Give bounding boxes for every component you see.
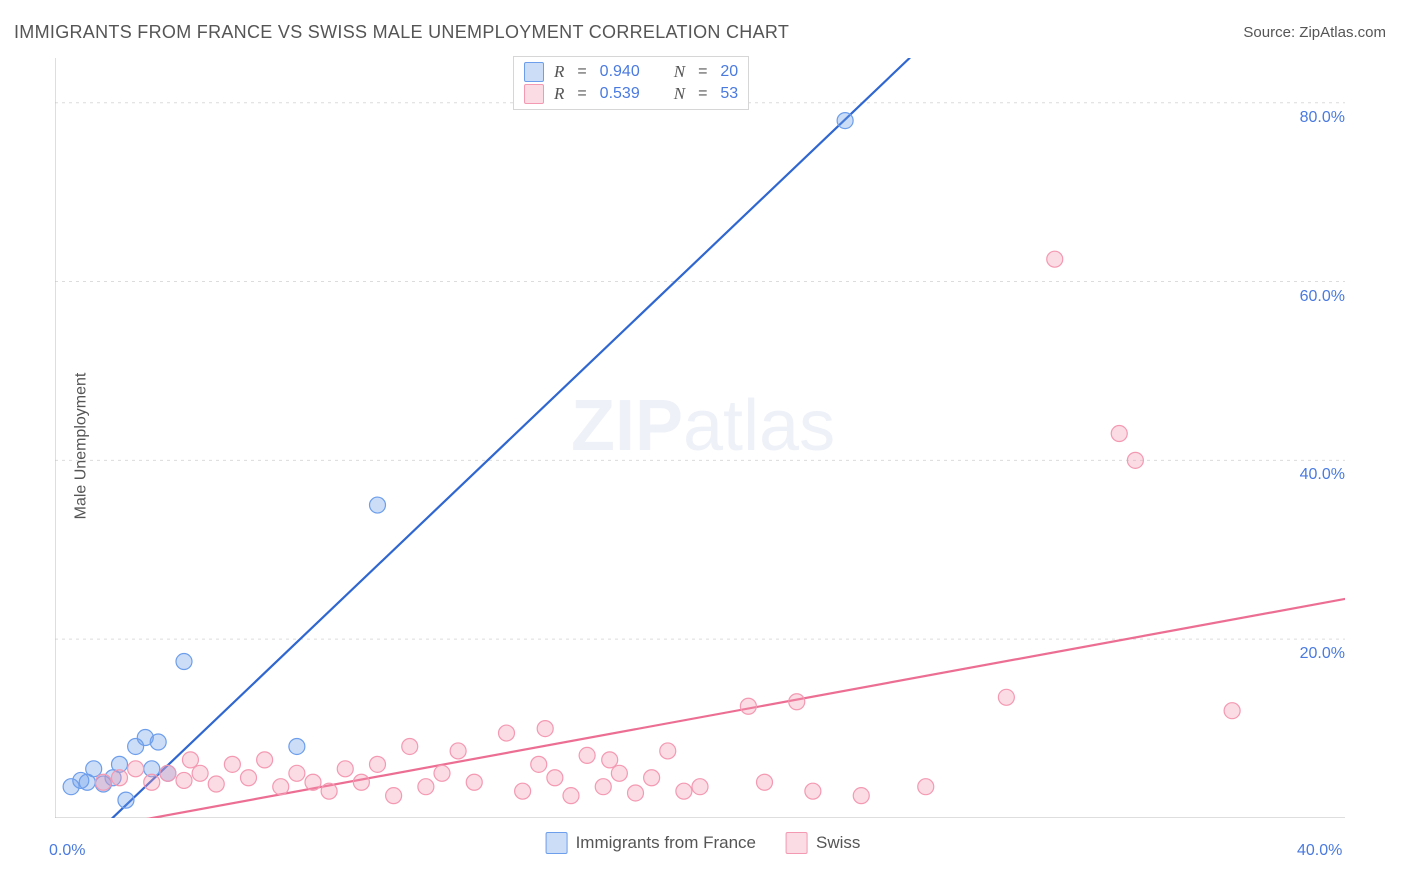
source-label: Source: xyxy=(1243,24,1295,41)
legend-r-key: R xyxy=(554,83,564,105)
legend-n-key: N xyxy=(674,83,685,105)
legend-r-value: 0.539 xyxy=(600,83,640,105)
legend-n-value: 20 xyxy=(720,61,738,83)
legend-stat-row: R=0.940N=20 xyxy=(524,61,738,83)
correlation-legend: R=0.940N=20R=0.539N=53 xyxy=(513,56,749,110)
y-tick-label: 80.0% xyxy=(1285,109,1345,127)
legend-r-key: R xyxy=(554,61,564,83)
legend-swatch xyxy=(546,832,568,854)
legend-stat-row: R=0.539N=53 xyxy=(524,83,738,105)
legend-swatch xyxy=(524,84,544,104)
x-tick-label: 0.0% xyxy=(49,842,85,860)
legend-swatch xyxy=(786,832,808,854)
legend-r-value: 0.940 xyxy=(600,61,640,83)
legend-swatch xyxy=(524,62,544,82)
y-tick-label: 20.0% xyxy=(1285,645,1345,663)
source-attribution: Source: ZipAtlas.com xyxy=(1243,24,1386,41)
source-value: ZipAtlas.com xyxy=(1299,24,1386,41)
legend-series-name: Swiss xyxy=(816,833,860,853)
legend-series-item: Immigrants from France xyxy=(546,832,756,854)
correlation-scatter-chart xyxy=(55,58,1345,818)
chart-plot-area: ZIPatlas R=0.940N=20R=0.539N=53 xyxy=(55,58,1345,818)
x-tick-label: 40.0% xyxy=(1297,842,1342,860)
legend-n-value: 53 xyxy=(720,83,738,105)
page-title: IMMIGRANTS FROM FRANCE VS SWISS MALE UNE… xyxy=(14,22,789,43)
y-tick-label: 40.0% xyxy=(1285,466,1345,484)
legend-series-item: Swiss xyxy=(786,832,860,854)
legend-series-name: Immigrants from France xyxy=(576,833,756,853)
series-legend: Immigrants from France Swiss xyxy=(546,832,861,854)
y-tick-label: 60.0% xyxy=(1285,288,1345,306)
legend-n-key: N xyxy=(674,61,685,83)
